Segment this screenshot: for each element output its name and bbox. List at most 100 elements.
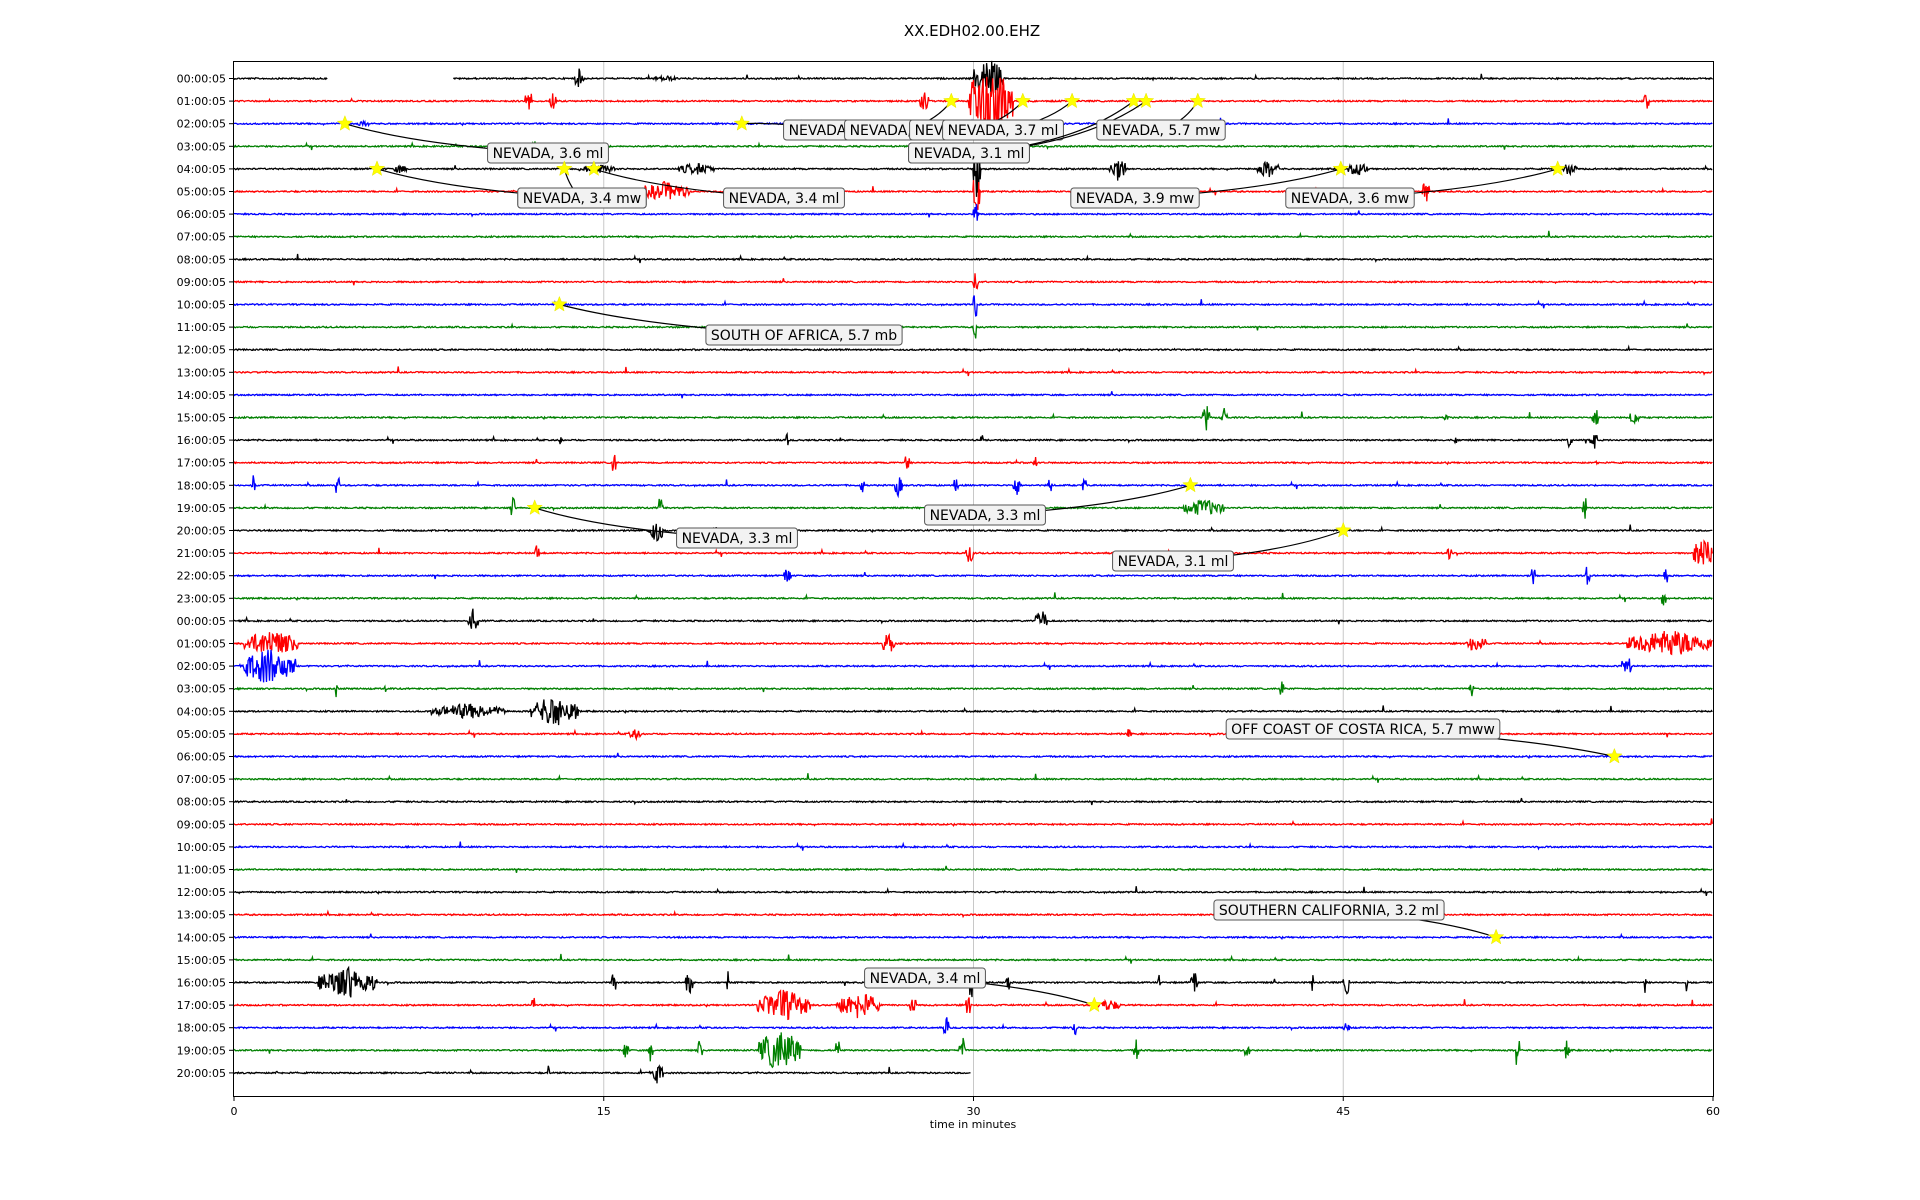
trace-line: [233, 366, 1713, 377]
row-label: 16:00:05: [177, 977, 226, 990]
trace-line: [233, 865, 1713, 873]
trace-row-23: [233, 592, 1713, 606]
annotation-label: OFF COAST OF COSTA RICA, 5.7 mww: [1231, 722, 1495, 738]
trace-line: [233, 76, 328, 81]
trace-line: [233, 909, 1713, 919]
trace-row-5: [233, 180, 1713, 211]
row-label: 14:00:05: [177, 389, 226, 402]
trace-row-35: [233, 865, 1713, 873]
trace-row-0: [233, 60, 1713, 97]
annotation-label: SOUTH OF AFRICA, 5.7 mb: [711, 328, 897, 344]
x-axis: 0 15 30 45 60: [231, 1096, 1720, 1118]
row-label: 13:00:05: [177, 366, 226, 379]
trace-row-33: [233, 818, 1713, 827]
row-label: 04:00:05: [177, 163, 226, 176]
x-tick-label: 15: [597, 1105, 611, 1118]
row-label: 23:00:05: [177, 592, 226, 605]
row-label: 09:00:05: [177, 818, 226, 831]
row-labels: 00:00:05 01:00:05 02:00:05 03:00:05 04:00:05…: [177, 73, 234, 1080]
annotation-box: [1213, 899, 1445, 921]
row-label: 15:00:05: [177, 954, 226, 967]
row-label: 01:00:05: [177, 95, 226, 108]
trace-row-7: [233, 230, 1713, 240]
trace-line: [233, 150, 1713, 197]
trace-line: [233, 989, 1713, 1021]
row-label: 22:00:05: [177, 570, 226, 583]
annotation-box: [1112, 550, 1234, 572]
trace-row-1: [233, 76, 1713, 134]
row-label: 01:00:05: [177, 638, 226, 651]
trace-line: [233, 566, 1713, 585]
trace-line: [452, 60, 1713, 97]
x-tick-label: 60: [1706, 1105, 1720, 1118]
trace-row-12: [233, 344, 1713, 353]
trace-row-34: [233, 841, 1713, 851]
annotation-box: [1070, 187, 1200, 209]
trace-line: [233, 797, 1713, 806]
trace-line: [233, 1064, 971, 1084]
row-label: 06:00:05: [177, 208, 226, 221]
event-annotation: NEVADA, 3.6 ml: [336, 115, 609, 164]
row-label: 13:00:05: [177, 909, 226, 922]
annotation-label: NEVADA, 3.4 ml: [729, 191, 840, 207]
event-annotation: SOUTH OF AFRICA, 5.7 mb: [551, 295, 903, 346]
trace-row-8: [233, 253, 1713, 264]
trace-line: [233, 344, 1713, 353]
annotation-label: NEVADA, 3.4 ml: [870, 971, 981, 987]
annotation-label: NEVADA, 3.4 mw: [523, 191, 641, 207]
event-annotation: NEVADA, 3.3 ml: [526, 499, 798, 549]
x-tick-label: 0: [231, 1105, 238, 1118]
annotation-label: NEVADA, 3.1 ml: [914, 146, 1025, 162]
row-label: 14:00:05: [177, 931, 226, 944]
annotation-label: NEVADA, 3.9 mw: [1076, 191, 1194, 207]
trace-row-39: [233, 953, 1713, 964]
row-label: 07:00:05: [177, 231, 226, 244]
annotation-label: NEVADA, 3.3 ml: [930, 508, 1041, 524]
event-annotation: NEVADA, 3.3 ml: [924, 476, 1199, 526]
event-star-marker: [1189, 92, 1207, 109]
trace-row-42: [233, 1017, 1713, 1036]
trace-row-21: [233, 539, 1713, 565]
trace-line: [233, 295, 1713, 317]
row-label: 00:00:05: [177, 615, 226, 628]
event-annotation: SOUTHERN CALIFORNIA, 3.2 ml: [1213, 899, 1505, 945]
event-star-marker: [585, 160, 603, 176]
trace-line: [233, 608, 1713, 629]
trace-line: [233, 953, 1713, 964]
row-label: 00:00:05: [177, 73, 226, 86]
row-label: 15:00:05: [177, 412, 226, 425]
event-star-marker: [1332, 160, 1350, 176]
row-label: 05:00:05: [177, 186, 226, 199]
annotation-label: NEVADA, 3.3 ml: [682, 531, 793, 547]
trace-row-10: [233, 295, 1713, 317]
event-star-marker: [1063, 92, 1081, 109]
annotations: NEVADA, 3.6 ml NEVADA, 3.4 mw NEVADA, 3.4 …: [336, 92, 1623, 1013]
annotation-box: [723, 187, 845, 209]
event-star-marker: [1549, 160, 1566, 176]
event-star-marker: [733, 115, 751, 131]
annotation-box: [1225, 718, 1501, 740]
trace-line: [233, 406, 1713, 431]
row-label: 08:00:05: [177, 253, 226, 266]
row-label: 04:00:05: [177, 705, 226, 718]
event-star-marker: [336, 115, 354, 131]
event-star-marker: [526, 499, 543, 515]
annotation-box: [676, 527, 798, 549]
trace-line: [233, 431, 1713, 449]
trace-row-38: [233, 932, 1713, 940]
grid-lines: [603, 62, 1344, 1096]
event-annotation: OFF COAST OF COSTA RICA, 5.7 mww: [1225, 718, 1623, 764]
row-label: 12:00:05: [177, 886, 226, 899]
trace-row-30: [233, 752, 1713, 760]
annotation-box: [1096, 119, 1226, 141]
trace-line: [233, 699, 1713, 726]
row-label: 21:00:05: [177, 547, 226, 560]
trace-line: [233, 681, 1713, 698]
row-label: 11:00:05: [177, 321, 226, 334]
row-label: 03:00:05: [177, 140, 226, 153]
row-label: 18:00:05: [177, 479, 226, 492]
trace-row-11: [233, 322, 1713, 339]
row-label: 06:00:05: [177, 751, 226, 764]
event-star-marker: [1334, 521, 1352, 538]
annotation-box: [942, 119, 1064, 141]
